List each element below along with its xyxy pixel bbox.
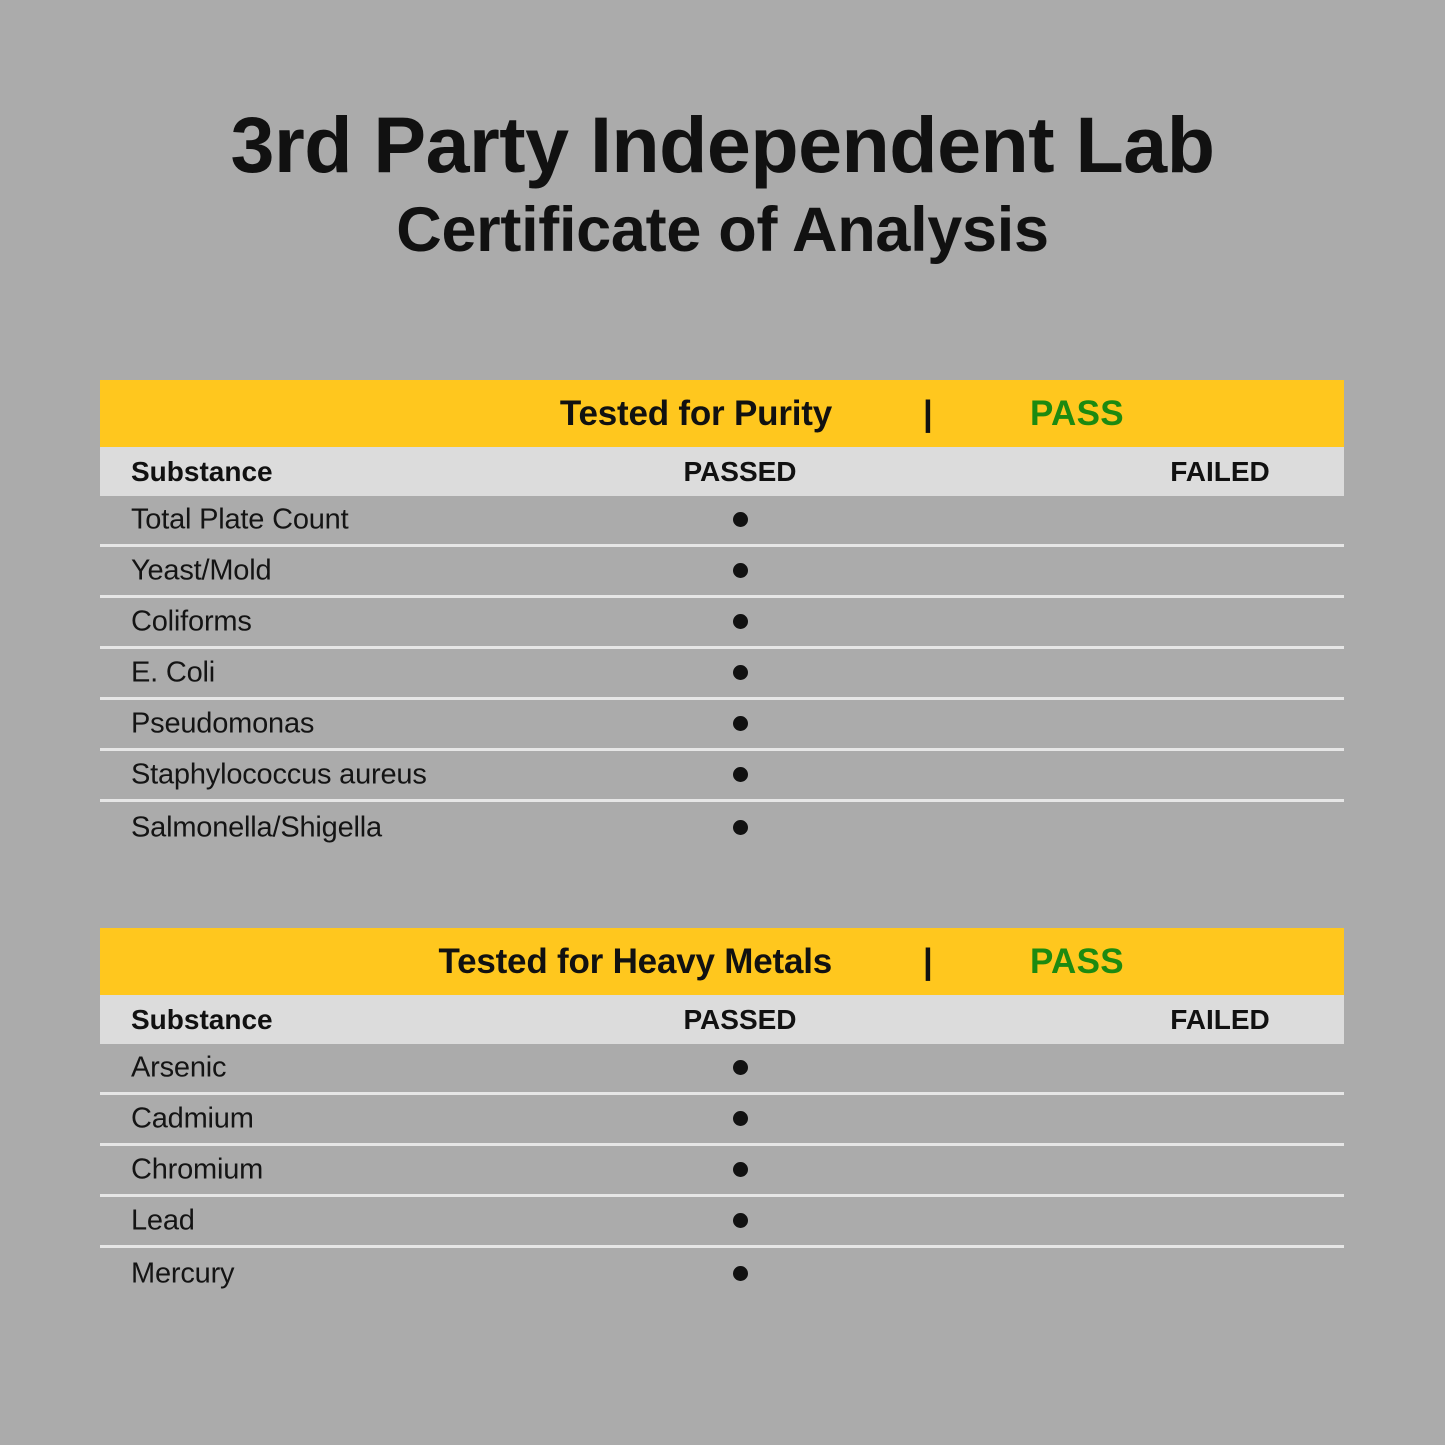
heavy-metals-column-headers: Substance PASSED FAILED — [100, 995, 1344, 1044]
passed-dot-icon — [732, 563, 748, 579]
passed-dot-icon — [732, 665, 748, 681]
passed-dot-icon — [732, 716, 748, 732]
substance-label: Coliforms — [131, 605, 252, 638]
heavy-metals-rows: Arsenic Cadmium Chromium Lead Mercury — [100, 1044, 1344, 1299]
passed-cell — [665, 1212, 815, 1230]
passed-dot-icon — [732, 1060, 748, 1076]
passed-cell — [665, 1265, 815, 1283]
passed-cell — [665, 562, 815, 580]
table-row: Staphylococcus aureus — [100, 751, 1344, 802]
purity-column-headers: Substance PASSED FAILED — [100, 447, 1344, 496]
passed-dot-icon — [732, 1265, 748, 1281]
heavy-metals-banner-divider: | — [923, 942, 933, 981]
passed-cell — [665, 1110, 815, 1128]
purity-banner-divider: | — [923, 394, 933, 433]
column-header-substance: Substance — [131, 1003, 273, 1035]
purity-rows: Total Plate Count Yeast/Mold Coliforms E. C… — [100, 496, 1344, 853]
column-header-failed: FAILED — [1170, 1003, 1270, 1035]
table-row: Yeast/Mold — [100, 547, 1344, 598]
passed-dot-icon — [732, 767, 748, 783]
passed-dot-icon — [732, 512, 748, 528]
substance-label: Yeast/Mold — [131, 554, 272, 587]
substance-label: Total Plate Count — [131, 503, 349, 536]
heavy-metals-test-panel: Tested for Heavy Metals | PASS Substance… — [100, 928, 1344, 1299]
table-row: Arsenic — [100, 1044, 1344, 1095]
passed-cell — [665, 819, 815, 837]
substance-label: Pseudomonas — [131, 707, 315, 740]
substance-label: Chromium — [131, 1153, 264, 1186]
column-header-passed: PASSED — [683, 1003, 797, 1035]
passed-cell — [665, 1161, 815, 1179]
passed-dot-icon — [732, 1111, 748, 1127]
table-row: Salmonella/Shigella — [100, 802, 1344, 853]
passed-cell — [665, 613, 815, 631]
purity-banner: Tested for Purity | PASS — [100, 380, 1344, 447]
purity-test-panel: Tested for Purity | PASS Substance PASSE… — [100, 380, 1344, 853]
passed-dot-icon — [732, 614, 748, 630]
page-title: 3rd Party Independent Lab — [230, 100, 1215, 189]
passed-dot-icon — [732, 819, 748, 835]
table-row: Chromium — [100, 1146, 1344, 1197]
column-header-substance: Substance — [131, 455, 273, 487]
passed-dot-icon — [732, 1162, 748, 1178]
passed-cell — [665, 766, 815, 784]
heavy-metals-banner: Tested for Heavy Metals | PASS — [100, 928, 1344, 995]
purity-banner-title: Tested for Purity — [559, 393, 832, 433]
heavy-metals-status-badge: PASS — [1030, 941, 1124, 981]
table-row: Mercury — [100, 1248, 1344, 1299]
table-row: E. Coli — [100, 649, 1344, 700]
passed-cell — [665, 715, 815, 733]
table-row: Lead — [100, 1197, 1344, 1248]
page-subtitle: Certificate of Analysis — [396, 195, 1049, 266]
substance-label: Cadmium — [131, 1102, 254, 1135]
document-heading: 3rd Party Independent Lab Certificate of… — [0, 0, 1445, 264]
purity-status-badge: PASS — [1030, 393, 1124, 433]
passed-cell — [665, 1059, 815, 1077]
column-header-failed: FAILED — [1170, 455, 1270, 487]
table-row: Coliforms — [100, 598, 1344, 649]
substance-label: E. Coli — [131, 656, 216, 689]
table-row: Pseudomonas — [100, 700, 1344, 751]
table-row: Cadmium — [100, 1095, 1344, 1146]
column-header-passed: PASSED — [683, 455, 797, 487]
substance-label: Mercury — [131, 1257, 235, 1289]
substance-label: Staphylococcus aureus — [131, 758, 427, 791]
substance-label: Arsenic — [131, 1051, 227, 1084]
passed-dot-icon — [732, 1213, 748, 1229]
passed-cell — [665, 511, 815, 529]
table-row: Total Plate Count — [100, 496, 1344, 547]
substance-label: Salmonella/Shigella — [131, 811, 382, 843]
passed-cell — [665, 664, 815, 682]
heavy-metals-banner-title: Tested for Heavy Metals — [438, 941, 832, 981]
substance-label: Lead — [131, 1204, 195, 1237]
